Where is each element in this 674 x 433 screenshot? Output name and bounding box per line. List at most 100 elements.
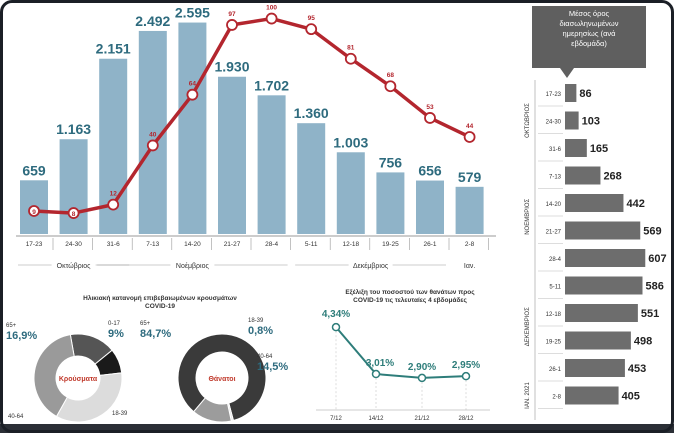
mortality-point xyxy=(371,369,381,379)
cases-bar xyxy=(257,95,286,235)
icu-bar xyxy=(565,166,601,185)
icu-week-label: 24-30 xyxy=(546,120,562,126)
pie-slice-value: 84,7% xyxy=(140,328,171,340)
icu-value-label: 586 xyxy=(646,281,664,293)
icu-bar xyxy=(565,139,587,157)
bottom-strip xyxy=(0,424,674,433)
cases-bar xyxy=(336,152,365,234)
icu-bar xyxy=(565,304,638,322)
icu-bar xyxy=(565,249,646,267)
cases-label: 656 xyxy=(418,163,442,179)
icu-week-label: 12-18 xyxy=(546,312,562,318)
cases-bar xyxy=(376,172,405,234)
pie-slice xyxy=(55,372,123,423)
icu-week-label: 19-25 xyxy=(546,340,562,346)
cases-label: 1.930 xyxy=(214,59,249,75)
week-tick-label: 24-30 xyxy=(65,241,82,248)
icu-bar xyxy=(565,221,641,240)
cases-label: 2.151 xyxy=(96,41,131,57)
month-label: Δεκέμβριος xyxy=(353,262,389,270)
icu-value-label: 268 xyxy=(603,171,621,183)
pie-center-label: Θάνατοι xyxy=(208,376,235,383)
month-label: Οκτώβριος xyxy=(57,262,92,270)
deaths-label: 9 xyxy=(32,209,36,216)
deaths-point xyxy=(146,139,159,152)
cases-label: 756 xyxy=(379,154,403,170)
mortality-x-label: 7/12 xyxy=(330,416,342,422)
icu-value-label: 607 xyxy=(648,253,666,265)
icu-bar xyxy=(565,84,577,102)
pie-slice-value: 9% xyxy=(108,328,124,340)
week-tick-label: 5-11 xyxy=(305,241,318,248)
deaths-label: 81 xyxy=(347,45,355,52)
deaths-line-path xyxy=(33,16,471,215)
week-tick-label: 12-18 xyxy=(342,241,359,248)
pie-slice-name: 18-39 xyxy=(112,411,128,417)
month-label: Νοέμβριος xyxy=(176,262,210,270)
month-label-bg xyxy=(348,261,393,270)
icu-week-label: 2-8 xyxy=(552,395,561,401)
icu-value-label: 498 xyxy=(634,336,652,348)
deaths-label: 95 xyxy=(308,15,316,22)
deaths-point xyxy=(384,80,397,93)
mortality-point xyxy=(331,322,341,332)
deaths-label: 44 xyxy=(466,123,474,130)
cases-label: 1.003 xyxy=(333,134,368,150)
icu-week-label: 26-1 xyxy=(549,367,562,373)
week-tick-label: 2-8 xyxy=(465,241,475,248)
icu-bar xyxy=(565,386,619,405)
week-tick-label: 26-1 xyxy=(423,241,436,248)
mortality-value-label: 3,01% xyxy=(366,358,394,369)
mortality-x-label: 21/12 xyxy=(414,416,430,422)
cases-label: 2.492 xyxy=(135,13,170,29)
month-label-bg xyxy=(51,261,96,270)
cases-label: 1.360 xyxy=(294,105,329,121)
deaths-point xyxy=(67,207,80,219)
week-tick-label: 19-25 xyxy=(382,241,399,248)
mortality-value-label: 4,34% xyxy=(322,309,350,320)
deaths-label: 68 xyxy=(387,72,395,79)
mortality-line-path xyxy=(335,326,467,379)
pie-slice-name: 0-17 xyxy=(108,321,121,327)
pie-slice xyxy=(193,397,232,423)
icu-value-label: 165 xyxy=(590,143,608,155)
pie-slice-name: 18-39 xyxy=(248,318,264,324)
icu-month-label: ΙΑΝ. 2021 xyxy=(525,381,531,408)
icu-value-label: 569 xyxy=(643,226,661,238)
deaths-label: 8 xyxy=(72,211,76,218)
deaths-label: 97 xyxy=(228,11,236,18)
icu-week-label: 31-6 xyxy=(549,147,562,153)
mortality-point xyxy=(417,373,427,383)
cases-pie: Κρούσματα 65+16,9% 0-179% 18-39 40-64 xyxy=(6,321,128,423)
icu-value-label: 453 xyxy=(628,363,646,375)
mortality-x-label: 14/12 xyxy=(368,416,384,422)
cases-bar xyxy=(178,22,207,234)
pie-slice xyxy=(177,333,267,422)
pie-slice-name: 65+ xyxy=(6,323,17,329)
cases-bar xyxy=(218,76,246,234)
icu-week-label: 5-11 xyxy=(549,285,561,291)
icu-month-label: ΟΚΤΩΒΡΙΟΣ xyxy=(525,103,531,138)
cases-label: 2.595 xyxy=(175,5,210,21)
icu-week-label: 17-23 xyxy=(546,92,562,98)
pie-center-label: Κρούσματα xyxy=(59,376,98,383)
icu-bar xyxy=(565,331,631,350)
cases-label: 1.702 xyxy=(254,77,289,93)
month-label-bg xyxy=(170,261,215,270)
week-tick-label: 17-23 xyxy=(26,241,43,248)
icu-value-label: 442 xyxy=(626,198,644,210)
mortality-title: Εξέλιξη του ποσοστού των θανάτων προς COV… xyxy=(345,288,475,304)
pie-slice-value: 0,8% xyxy=(248,325,273,337)
deaths-point xyxy=(265,12,278,25)
icu-value-label: 405 xyxy=(622,391,640,403)
icu-value-label: 103 xyxy=(582,116,600,128)
deaths-label: 40 xyxy=(149,131,157,138)
cases-bar xyxy=(455,186,484,234)
mortality-x-label: 28/12 xyxy=(458,416,474,422)
deaths-point xyxy=(226,19,238,31)
weekly-x-axis: 17-23 24-30 31-6 7-13 14-20 21-27 28-4 5-11 12-1… xyxy=(16,235,496,270)
age-distribution-title: Ηλικιακή κατανομή επιβεβαιωμένων κρουσμά… xyxy=(83,294,237,310)
